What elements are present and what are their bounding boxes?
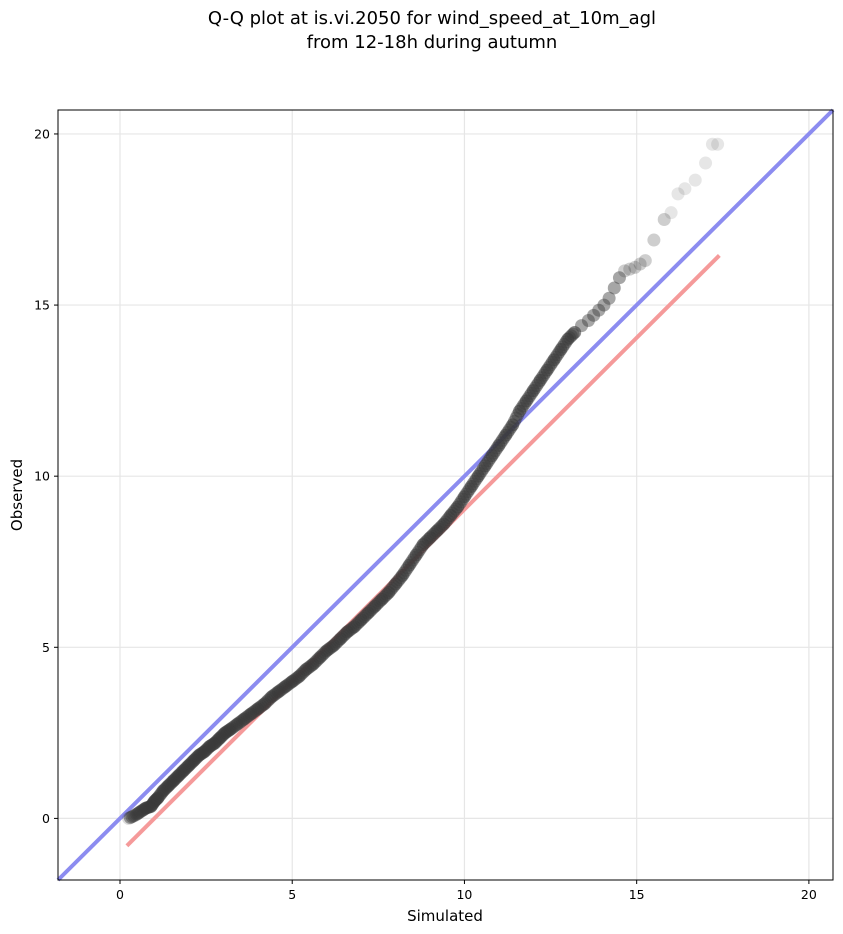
x-tick-label: 20 — [801, 887, 817, 902]
data-point — [499, 428, 513, 442]
chart-title-line1: Q-Q plot at is.vi.2050 for wind_speed_at… — [208, 8, 656, 29]
chart-title-line2: from 12-18h during autumn — [307, 32, 558, 53]
data-point — [506, 418, 520, 432]
y-tick-label: 5 — [42, 640, 50, 655]
data-point — [127, 809, 141, 823]
data-point — [464, 479, 478, 493]
data-point — [471, 469, 485, 483]
data-point — [395, 568, 409, 582]
data-point — [409, 548, 423, 562]
x-tick-label: 15 — [629, 887, 645, 902]
data-point — [671, 187, 685, 201]
y-axis-label: Observed — [8, 459, 26, 531]
data-point — [478, 459, 492, 473]
x-tick-label: 5 — [288, 887, 296, 902]
data-point — [540, 363, 554, 377]
data-point — [507, 414, 521, 428]
y-tick-label: 20 — [34, 126, 50, 141]
data-point — [612, 271, 626, 285]
data-point — [533, 373, 547, 387]
data-point — [547, 353, 561, 367]
x-axis-label: Simulated — [407, 907, 483, 925]
y-tick-label: 0 — [42, 811, 50, 826]
plot-frame — [57, 109, 834, 881]
data-point — [457, 490, 471, 504]
data-point — [597, 298, 611, 312]
data-point — [618, 264, 632, 278]
data-point — [657, 213, 671, 227]
data-point — [575, 319, 589, 333]
data-point — [592, 303, 606, 317]
data-point — [623, 262, 637, 276]
data-point — [519, 394, 533, 408]
data-point — [513, 404, 527, 418]
reference-lines — [56, 108, 835, 882]
data-point — [638, 254, 652, 268]
data-point — [699, 156, 713, 170]
data-points — [122, 137, 725, 825]
data-point — [568, 325, 582, 339]
data-point — [587, 308, 601, 322]
data-point — [628, 260, 642, 274]
data-point — [526, 384, 540, 398]
data-point — [607, 281, 621, 295]
x-tick-label: 10 — [456, 887, 472, 902]
x-tick-label: 0 — [116, 887, 124, 902]
data-point — [705, 137, 719, 151]
data-point — [451, 500, 465, 514]
data-point — [664, 206, 678, 220]
data-point — [581, 313, 595, 327]
data-point — [711, 137, 725, 151]
data-point — [125, 810, 139, 824]
data-point — [647, 233, 661, 247]
data-point — [129, 808, 142, 822]
y-tick-label: 10 — [34, 469, 50, 484]
data-point — [485, 449, 499, 463]
data-point — [492, 438, 506, 452]
data-point — [554, 343, 568, 357]
data-point — [688, 173, 702, 187]
identity-line — [56, 108, 835, 882]
data-point — [602, 291, 616, 305]
data-point — [678, 182, 692, 196]
data-point — [633, 257, 647, 271]
grid-lines — [58, 110, 833, 880]
data-point — [123, 811, 137, 825]
data-point — [402, 558, 416, 572]
data-point — [122, 811, 136, 825]
y-tick-label: 15 — [34, 298, 50, 313]
axis-ticks: 0 5 10 15 20 0 5 10 15 20 — [34, 126, 817, 902]
